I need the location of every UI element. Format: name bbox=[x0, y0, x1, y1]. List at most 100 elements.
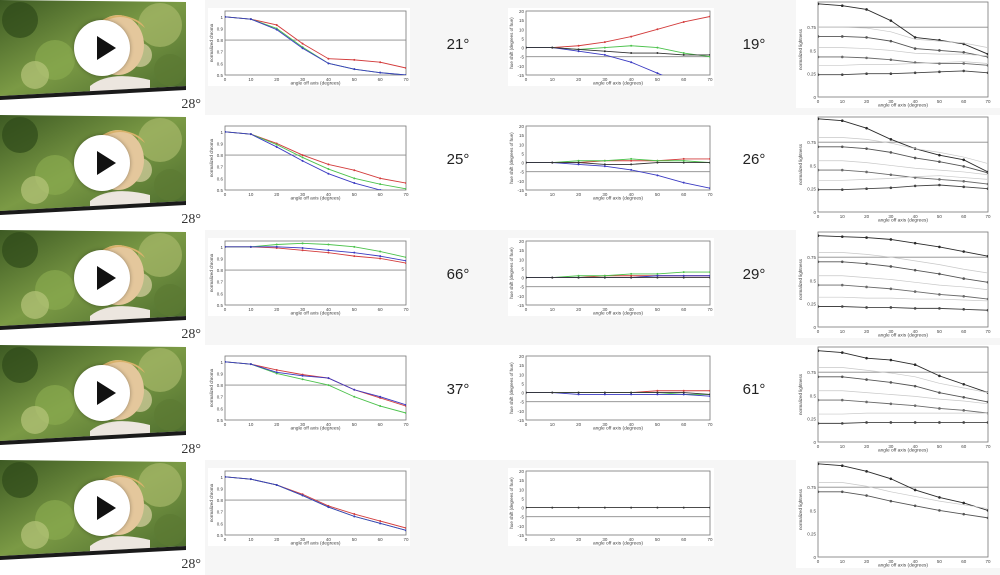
data-point bbox=[301, 249, 304, 252]
x-tick-label: 50 bbox=[352, 307, 358, 312]
x-axis-label: angle off axis (degrees) bbox=[593, 81, 643, 87]
play-button[interactable] bbox=[74, 135, 130, 191]
y-tick-label: 5 bbox=[521, 36, 524, 41]
data-point bbox=[840, 4, 844, 8]
plot-frame bbox=[817, 346, 989, 443]
series-line-level-3 bbox=[818, 284, 988, 300]
data-point bbox=[301, 154, 304, 157]
data-point bbox=[225, 360, 226, 363]
data-point bbox=[865, 36, 868, 39]
chroma-angle-value: 66° bbox=[446, 266, 470, 283]
data-point bbox=[327, 249, 330, 252]
x-tick-label: 0 bbox=[224, 192, 227, 197]
data-point bbox=[603, 159, 606, 162]
y-tick-label: 0.7 bbox=[217, 280, 224, 285]
series-line-level-4 bbox=[818, 306, 988, 311]
x-tick-label: 30 bbox=[300, 192, 306, 197]
x-tick-label: 70 bbox=[707, 422, 713, 427]
data-point bbox=[840, 283, 844, 287]
data-point bbox=[225, 15, 226, 18]
data-point bbox=[818, 462, 820, 466]
x-axis-label: angle off axis (degrees) bbox=[878, 563, 928, 569]
result-row: 28° 0.5 0.6 0.7 0.8 0.9 1 0 10 20 30 40 50 60 70 angle … bbox=[0, 115, 1000, 230]
data-point bbox=[938, 272, 941, 276]
x-tick-label: 20 bbox=[864, 444, 870, 449]
x-tick-label: 30 bbox=[602, 192, 608, 197]
data-point bbox=[865, 72, 868, 76]
y-axis-label: hue shift (degrees of hue) bbox=[509, 247, 514, 299]
data-point bbox=[353, 251, 356, 254]
x-tick-label: 30 bbox=[602, 307, 608, 312]
data-point bbox=[405, 262, 406, 265]
y-tick-label: 10 bbox=[519, 487, 525, 492]
x-tick-label: 0 bbox=[817, 214, 820, 219]
series-line-blue bbox=[225, 361, 406, 406]
y-tick-label: 15 bbox=[519, 18, 525, 23]
x-tick-label: 70 bbox=[707, 192, 713, 197]
data-point bbox=[818, 375, 820, 379]
x-tick-label: 20 bbox=[576, 422, 582, 427]
play-button[interactable] bbox=[74, 250, 130, 306]
y-tick-label: -5 bbox=[520, 515, 524, 520]
data-point bbox=[889, 477, 893, 481]
data-point bbox=[938, 183, 941, 187]
x-tick-label: 10 bbox=[550, 192, 556, 197]
data-point bbox=[709, 15, 710, 18]
data-point bbox=[603, 53, 606, 56]
companion-line bbox=[818, 275, 988, 291]
data-point bbox=[818, 73, 820, 76]
x-tick-label: 60 bbox=[378, 537, 384, 542]
series-group bbox=[818, 349, 988, 425]
companion-line bbox=[818, 296, 988, 302]
chroma-shift-chart: 0.5 0.6 0.7 0.8 0.9 1 0 10 20 30 40 50 60 70 angle off… bbox=[208, 238, 410, 316]
data-point bbox=[840, 351, 844, 354]
data-point bbox=[275, 145, 278, 148]
data-point bbox=[301, 242, 304, 245]
data-point bbox=[913, 268, 917, 272]
data-point bbox=[840, 73, 844, 76]
data-point bbox=[840, 188, 844, 191]
data-point bbox=[840, 119, 844, 123]
x-tick-label: 40 bbox=[629, 307, 635, 312]
series-line-level-4 bbox=[818, 421, 988, 424]
data-point bbox=[353, 515, 356, 518]
data-point bbox=[818, 305, 820, 308]
y-tick-label: 0 bbox=[813, 210, 816, 215]
data-point bbox=[818, 283, 820, 287]
foliage-blob bbox=[21, 176, 49, 204]
data-point bbox=[249, 363, 252, 366]
x-axis-label: angle off axis (degrees) bbox=[878, 448, 928, 454]
data-point bbox=[577, 50, 580, 53]
series-line-level-3 bbox=[818, 169, 988, 185]
y-tick-label: 0 bbox=[521, 46, 524, 51]
data-point bbox=[682, 161, 685, 164]
series-line-blue bbox=[225, 131, 384, 190]
play-button[interactable] bbox=[74, 365, 130, 421]
y-tick-label: 0.8 bbox=[217, 268, 224, 273]
companion-line bbox=[818, 26, 988, 48]
x-tick-label: 20 bbox=[274, 537, 280, 542]
y-tick-label: 20 bbox=[519, 124, 525, 129]
y-tick-label: -10 bbox=[517, 64, 524, 69]
data-point bbox=[840, 398, 844, 402]
y-tick-label: 15 bbox=[519, 248, 525, 253]
play-button[interactable] bbox=[74, 20, 130, 76]
series-line-black bbox=[526, 162, 710, 165]
x-tick-label: 0 bbox=[817, 444, 820, 449]
data-point bbox=[327, 384, 330, 387]
x-tick-label: 60 bbox=[961, 559, 967, 564]
data-point bbox=[962, 165, 966, 168]
y-tick-label: 0.5 bbox=[810, 48, 817, 53]
x-tick-label: 50 bbox=[937, 214, 943, 219]
x-tick-label: 20 bbox=[576, 537, 582, 542]
play-button[interactable] bbox=[74, 480, 130, 536]
x-tick-label: 30 bbox=[888, 99, 894, 104]
x-tick-label: 0 bbox=[224, 422, 227, 427]
result-row: 28° 0.5 0.6 0.7 0.8 0.9 1 0 10 20 30 40 50 60 70 angle … bbox=[0, 0, 1000, 115]
data-point bbox=[913, 241, 917, 245]
x-tick-label: 30 bbox=[300, 307, 306, 312]
y-tick-label: 0.5 bbox=[810, 278, 817, 283]
